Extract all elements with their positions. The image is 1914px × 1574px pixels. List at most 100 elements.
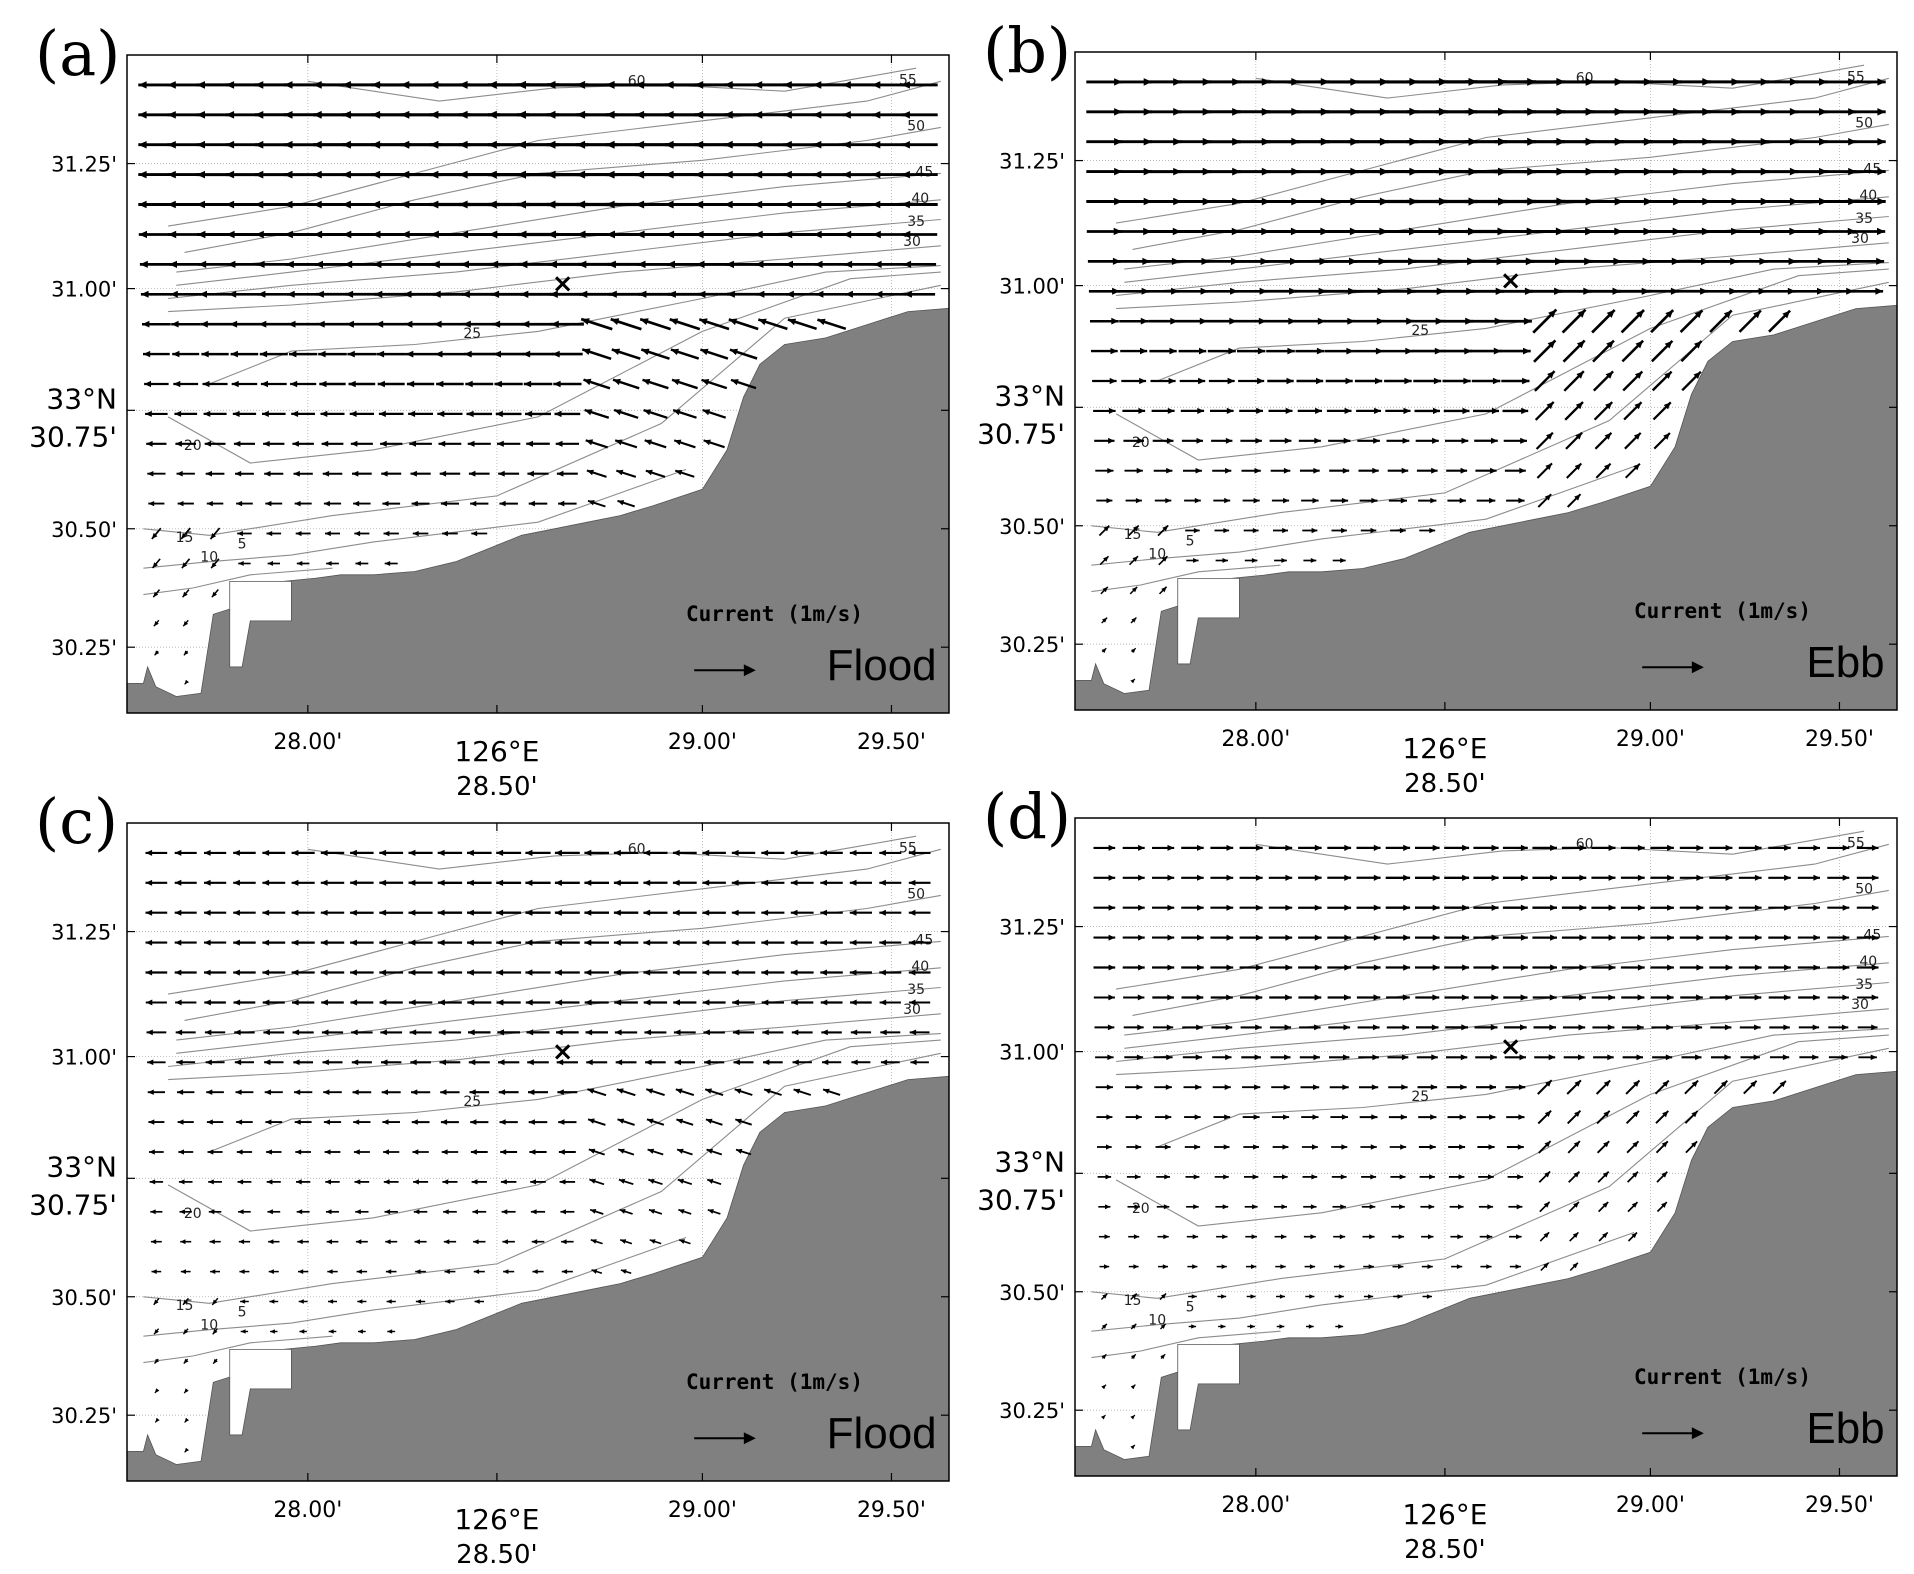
map-frame <box>1074 817 1898 1477</box>
current-arrow-head <box>1691 1111 1698 1118</box>
y-tick-label: 31.00' <box>51 278 117 302</box>
current-arrow-head <box>579 290 588 298</box>
current-arrow-head <box>1226 964 1234 971</box>
depth-contour <box>1156 262 1889 382</box>
current-arrow-head <box>240 1299 246 1304</box>
current-arrow-head <box>203 410 211 417</box>
current-arrow-head <box>1223 528 1230 534</box>
current-arrow-head <box>1665 1054 1673 1061</box>
current-arrow-head <box>467 909 474 916</box>
current-arrow-head <box>1520 1024 1527 1031</box>
current-arrow-head <box>438 1029 446 1036</box>
current-arrow-head <box>350 909 357 916</box>
current-arrow-head <box>879 999 887 1006</box>
current-arrow-head <box>438 440 446 447</box>
current-arrow-head <box>1753 1054 1760 1061</box>
current-arrow-head <box>842 200 851 209</box>
current-arrow-head <box>326 1239 332 1245</box>
current-arrow-head <box>605 200 615 209</box>
current-arrow-head <box>487 140 497 149</box>
y-tick-label: 30.75' <box>977 1183 1065 1216</box>
current-arrow-head <box>342 230 352 239</box>
current-arrow-head <box>286 290 295 298</box>
current-arrow-head <box>576 170 586 179</box>
current-arrow-head <box>823 1088 830 1094</box>
current-arrow-head <box>145 849 153 856</box>
current-arrow-head <box>1344 407 1352 414</box>
current-arrow-head <box>1696 904 1704 911</box>
current-arrow-head <box>322 470 330 477</box>
current-arrow-head <box>1226 844 1234 851</box>
current-arrow-head <box>667 290 676 298</box>
current-arrow-head <box>1754 844 1762 851</box>
current-arrow-head <box>783 140 792 149</box>
current-arrow-head <box>1371 497 1378 504</box>
depth-contour <box>143 1052 941 1304</box>
current-arrow-head <box>1871 964 1879 971</box>
current-arrow-head <box>702 969 710 976</box>
depth-contour <box>1116 1008 1889 1076</box>
current-arrow-head <box>783 200 792 209</box>
current-arrow-head <box>262 410 269 417</box>
current-vector-field <box>138 80 938 685</box>
current-arrow-head <box>1576 371 1584 379</box>
current-arrow-head <box>1783 1024 1790 1031</box>
current-arrow-head <box>1112 257 1121 265</box>
current-arrow-head <box>262 939 270 946</box>
current-arrow-head <box>283 81 293 89</box>
current-arrow-head <box>732 1029 740 1036</box>
current-arrow-head <box>527 1059 534 1066</box>
current-arrow-head <box>1604 463 1611 471</box>
current-arrow-head <box>584 939 592 946</box>
current-arrow-head <box>379 849 387 856</box>
current-arrow-head <box>1459 1114 1466 1120</box>
current-arrow-head <box>1107 1054 1114 1061</box>
current-arrow-head <box>724 81 733 89</box>
current-arrow-head <box>355 1239 362 1245</box>
current-arrow-head <box>1373 1024 1380 1031</box>
current-arrow-head <box>728 318 738 326</box>
current-arrow-head <box>204 849 211 856</box>
current-arrow-head <box>1103 556 1109 562</box>
current-arrow-head <box>754 230 763 239</box>
current-arrow-head <box>584 849 592 856</box>
current-arrow-head <box>1253 1144 1259 1150</box>
current-arrow-head <box>320 969 328 976</box>
current-arrow-head <box>380 440 387 447</box>
current-arrow-head <box>473 1269 480 1274</box>
current-arrow-head <box>152 562 158 568</box>
current-arrow-head <box>1430 497 1437 504</box>
current-arrow-head <box>814 260 823 268</box>
current-arrow-head <box>820 999 828 1006</box>
current-arrow-head <box>1491 437 1498 444</box>
current-arrow-head <box>1604 432 1612 440</box>
current-arrow-head <box>724 110 733 119</box>
current-arrow-head <box>1489 497 1496 504</box>
contour-label: 5 <box>238 1305 247 1321</box>
current-arrow-head <box>792 1059 799 1066</box>
current-arrow-head <box>467 999 475 1006</box>
x-axis-title: 126°E <box>454 735 539 768</box>
current-arrow-head <box>1488 1174 1494 1180</box>
current-arrow-head <box>1167 934 1175 941</box>
current-arrow-head <box>842 170 851 179</box>
current-arrow-head <box>233 909 240 916</box>
current-arrow-head <box>532 1269 538 1274</box>
y-tick-label: 30.50' <box>51 1286 117 1310</box>
current-arrow-head <box>1633 463 1640 471</box>
current-arrow-head <box>1877 227 1886 236</box>
current-arrow-head <box>1784 904 1791 911</box>
current-arrow-head <box>872 170 881 179</box>
current-arrow-head <box>1166 1054 1173 1061</box>
current-arrow-head <box>649 1209 656 1214</box>
current-arrow-head <box>787 318 797 326</box>
current-arrow-head <box>1368 1294 1374 1299</box>
current-arrow-head <box>1635 340 1644 349</box>
current-arrow-head <box>643 409 652 416</box>
current-arrow-head <box>576 140 586 149</box>
current-arrow-head <box>438 999 445 1006</box>
current-arrow-head <box>872 200 881 209</box>
x-tick-label: 29.50' <box>1805 727 1874 752</box>
current-arrow-head <box>1490 1054 1497 1061</box>
current-arrow-head <box>1199 347 1207 355</box>
